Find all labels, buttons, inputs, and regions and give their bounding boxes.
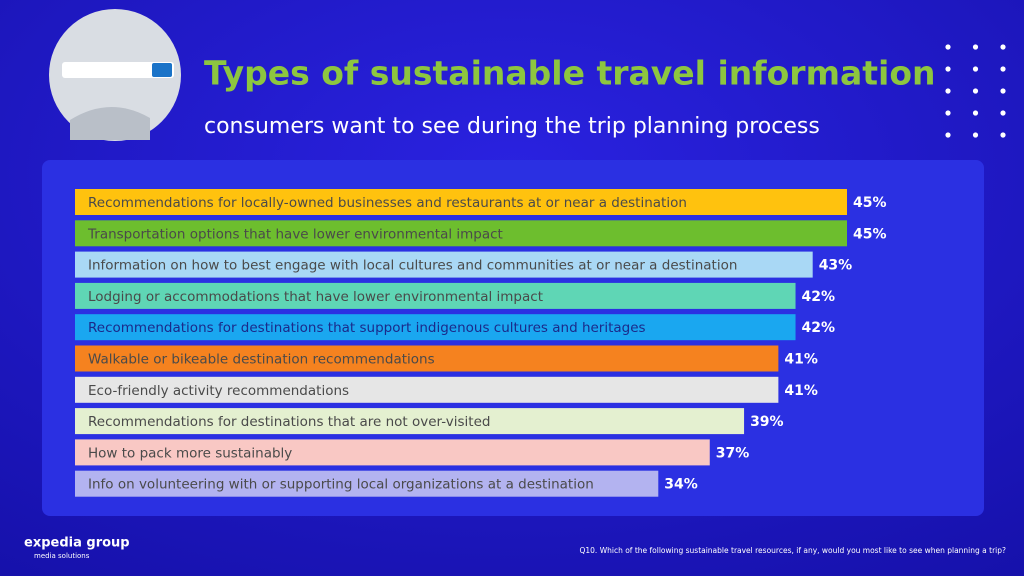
bar [75,345,779,372]
title: Types of sustainable travel information [204,54,935,93]
dot [972,110,979,116]
photo [49,9,181,141]
subtitle: consumers want to see during the trip pl… [204,114,820,139]
dot [945,132,951,138]
value-label: 41% [784,352,818,368]
dot [972,132,979,138]
bar-label: Recommendations for locally-owned busine… [88,195,687,211]
value-label: 45% [853,226,887,242]
bars: Recommendations for locally-owned busine… [75,189,887,497]
value-label: 43% [819,258,853,274]
value-label: 39% [750,414,784,430]
bar-label: Lodging or accommodations that have lowe… [88,289,543,305]
bar-label: Walkable or bikeable destination recomme… [88,352,435,368]
dot [945,66,951,72]
dot [945,44,951,50]
bar-label: Transportation options that have lower e… [87,226,503,242]
value-label: 42% [802,289,836,305]
bar [75,282,796,309]
value-label: 45% [853,195,887,211]
value-label: 41% [784,383,818,399]
dot [1000,88,1006,94]
logo-name: expedia group [24,536,130,551]
dot [1000,110,1006,116]
bar-label: How to pack more sustainably [88,445,292,461]
dot [972,44,979,50]
dot [972,66,979,72]
dot [945,110,951,116]
bar-label: Recommendations for destinations that su… [88,320,646,336]
bar [75,189,847,215]
bar [75,314,796,341]
bar [75,376,779,403]
value-label: 42% [802,320,836,336]
bar [75,470,659,497]
bar-label: Recommendations for destinations that ar… [88,414,490,430]
bar [75,439,710,466]
dot [1000,66,1006,72]
bar [75,251,813,278]
value-label: 37% [716,445,750,461]
dot [945,88,951,94]
dot [1000,132,1006,138]
value-label: 34% [664,477,698,493]
bar-label: Information on how to best engage with l… [88,258,737,274]
bar-label: Info on volunteering with or supporting … [88,477,594,493]
bar [75,220,847,247]
bar-label: Eco-friendly activity recommendations [88,383,349,399]
footnote: Q10. Which of the following sustainable … [579,546,1006,555]
logo-tagline: media solutions [34,552,90,560]
dot [972,88,979,94]
bar [75,408,745,435]
dot [1000,44,1006,50]
dot-grid [945,44,1006,138]
